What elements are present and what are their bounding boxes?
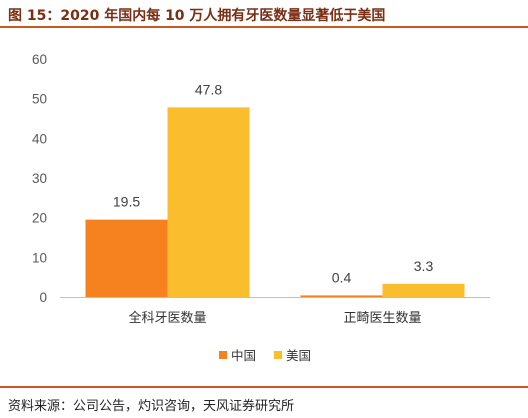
source-divider xyxy=(0,386,528,388)
bar-series xyxy=(85,107,465,297)
legend-label: 中国 xyxy=(231,348,256,363)
category-labels: 全科牙医数量 正畸医生数量 xyxy=(128,310,421,326)
bar-china-1 xyxy=(85,219,168,297)
data-labels: 19.5 47.8 0.4 3.3 xyxy=(113,81,434,285)
data-label: 19.5 xyxy=(113,194,140,210)
legend-swatch xyxy=(274,351,282,359)
title-divider xyxy=(0,26,528,28)
data-label: 47.8 xyxy=(195,81,222,97)
bar-usa-2 xyxy=(382,283,465,297)
legend: 中国 美国 xyxy=(219,348,311,363)
y-tick-label: 0 xyxy=(39,290,47,305)
figure-title: 图 15：2020 年国内每 10 万人拥有牙医数量显著低于美国 xyxy=(8,8,386,24)
y-tick-label: 30 xyxy=(32,171,47,186)
data-label: 3.3 xyxy=(414,258,434,274)
x-category-label: 全科牙医数量 xyxy=(128,310,206,326)
bar-usa-1 xyxy=(167,107,250,297)
y-axis-ticks: 0 10 20 30 40 50 60 xyxy=(32,52,47,305)
y-tick-label: 50 xyxy=(32,92,47,107)
x-category-label: 正畸医生数量 xyxy=(343,311,421,326)
bar-chart: 0 10 20 30 40 50 60 19.5 47.8 0.4 3.3 全科牙医数量 正畸医生数… xyxy=(32,52,490,363)
bar-china-2 xyxy=(300,295,383,297)
source-note: 资料来源：公司公告，灼识咨询，天风证券研究所 xyxy=(8,399,295,414)
y-tick-label: 40 xyxy=(32,131,47,146)
legend-swatch xyxy=(219,351,227,359)
data-label: 0.4 xyxy=(332,269,352,285)
y-tick-label: 60 xyxy=(32,52,47,67)
legend-label: 美国 xyxy=(286,348,311,363)
y-tick-label: 10 xyxy=(32,250,47,265)
y-tick-label: 20 xyxy=(32,211,47,226)
